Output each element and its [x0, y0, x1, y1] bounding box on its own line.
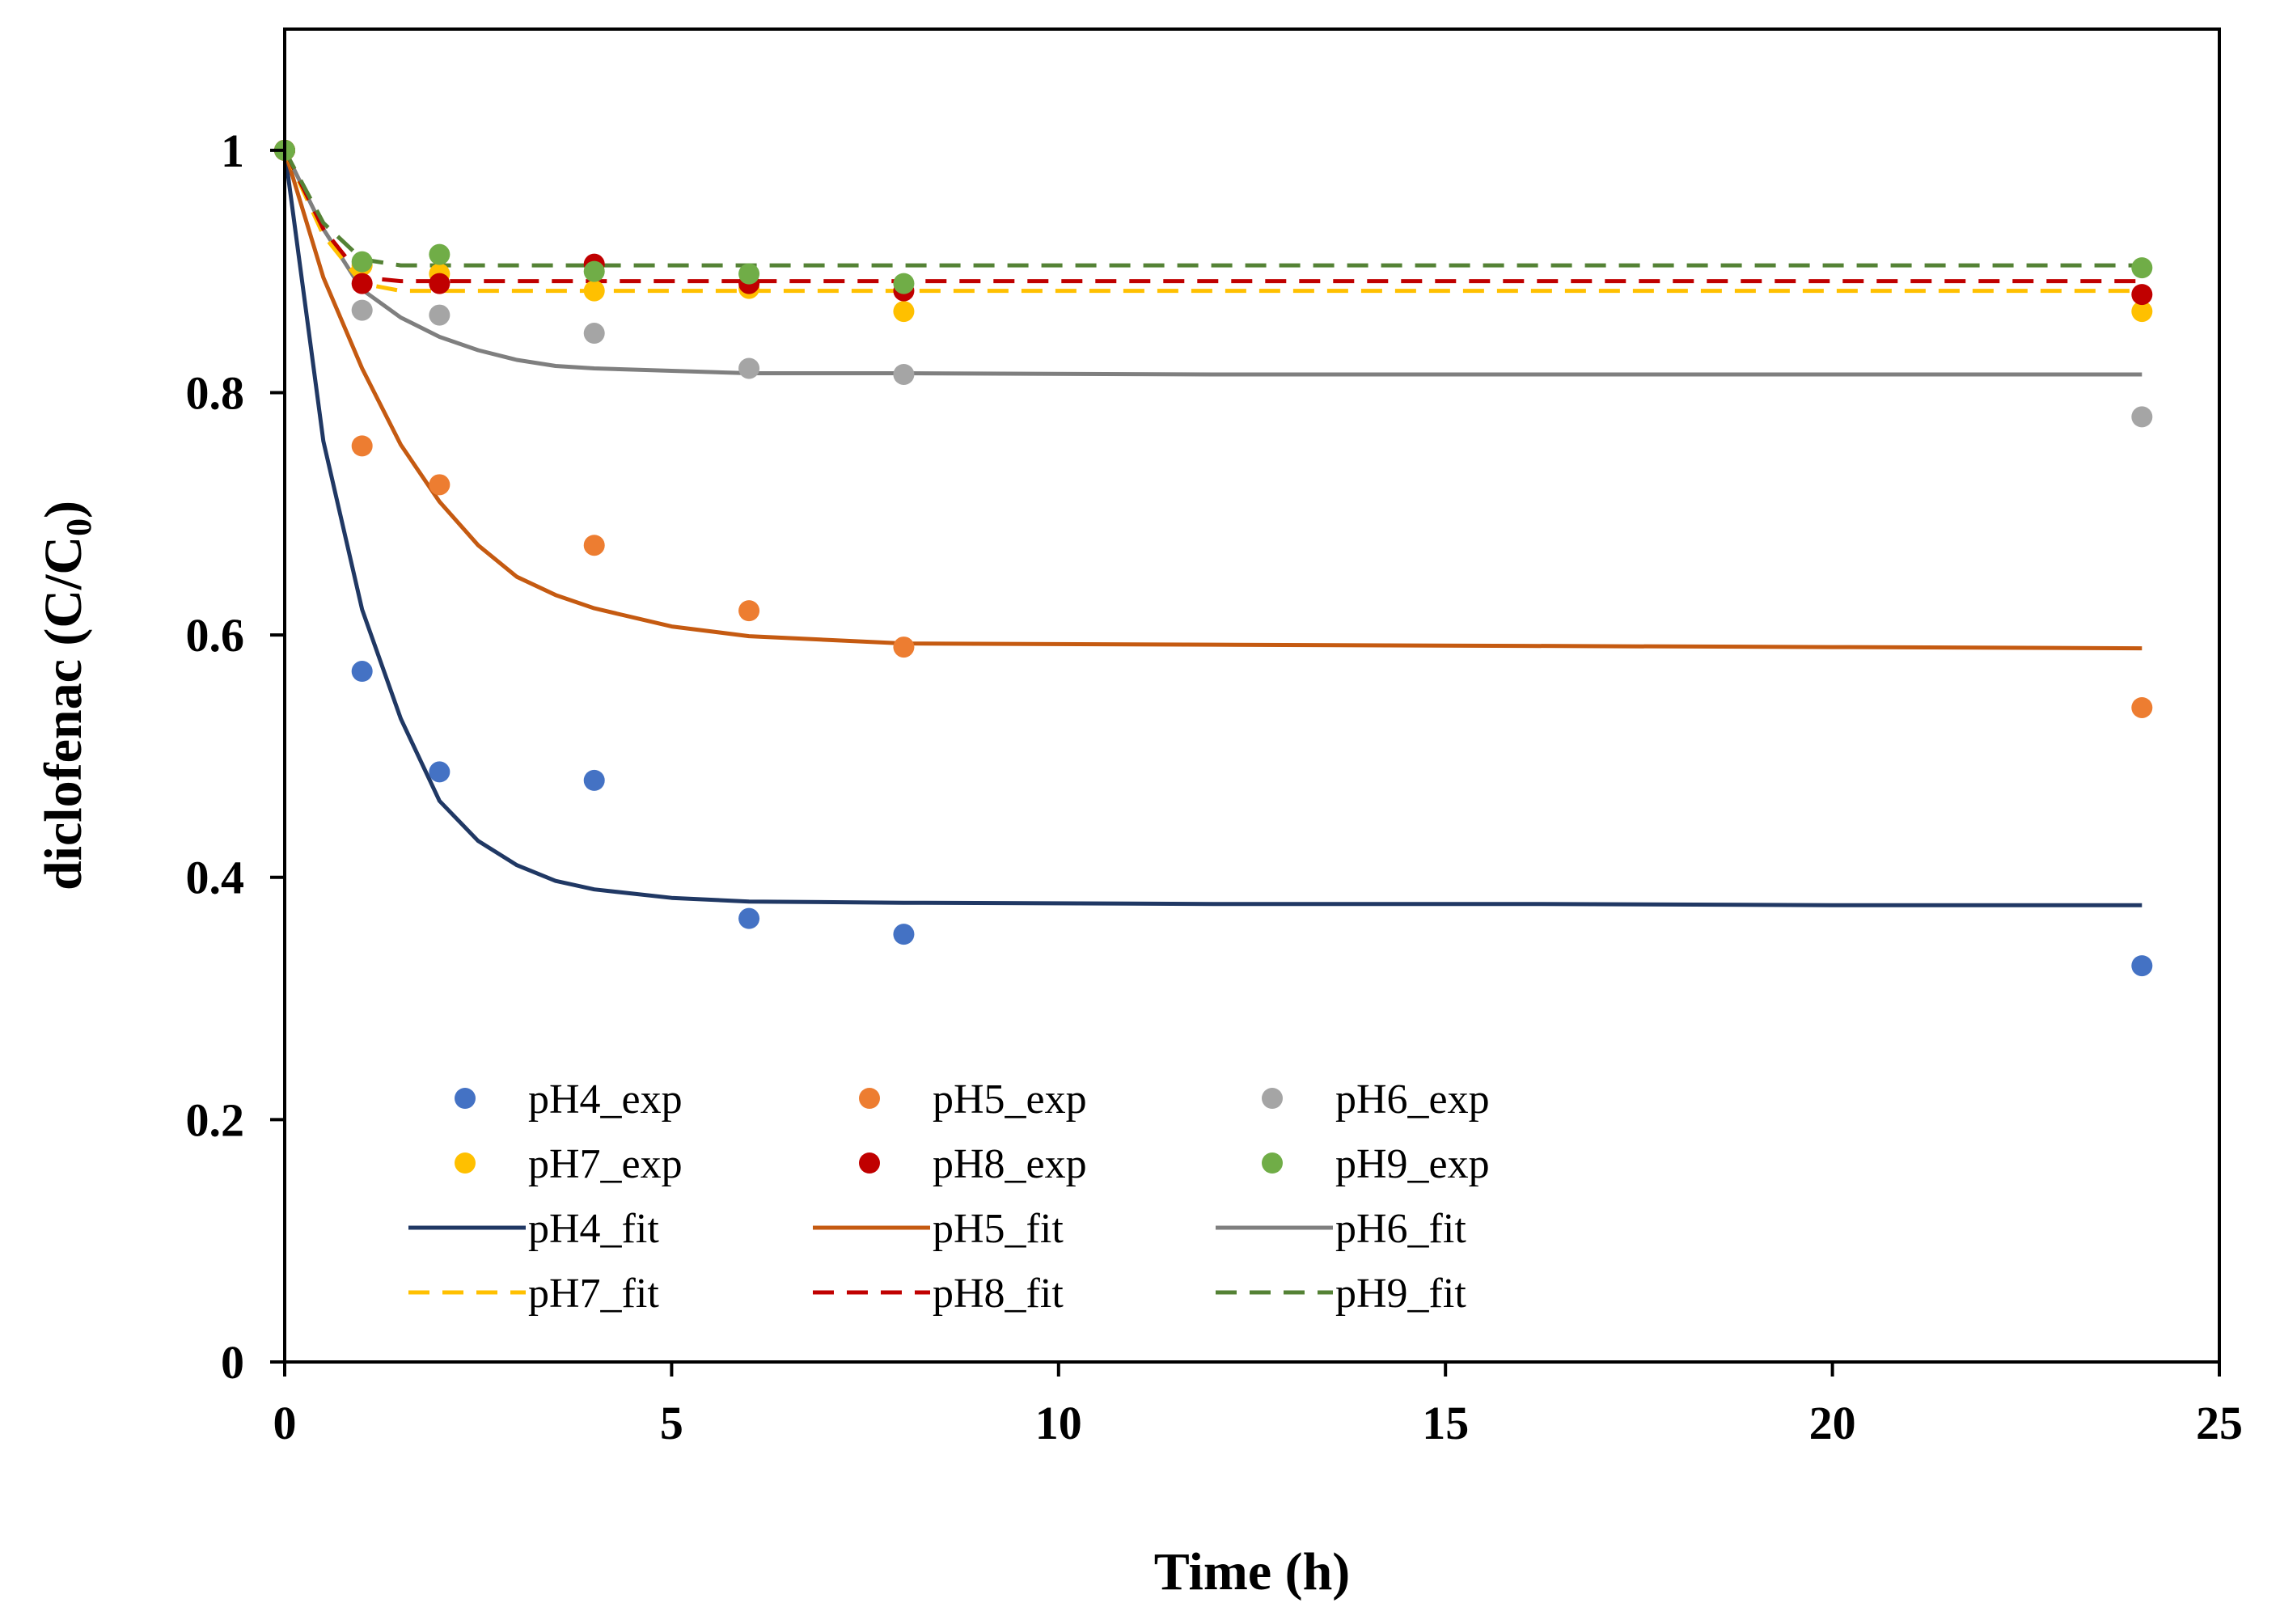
x-tick-label: 25: [2196, 1397, 2243, 1449]
legend-marker-ph6-exp: [1262, 1088, 1283, 1109]
y-axis-title: diclofenac (C/C0): [34, 501, 99, 890]
data-point-ph9-exp: [351, 251, 373, 273]
y-tick-label: 1: [221, 125, 244, 177]
y-tick-label: 0.2: [186, 1093, 245, 1146]
data-point-ph6-exp: [893, 363, 915, 385]
legend-marker-ph8-exp: [859, 1152, 880, 1174]
data-point-ph6-exp: [583, 323, 605, 345]
data-point-ph5-exp: [738, 600, 760, 622]
plot-area-frame: [283, 27, 2221, 1364]
x-axis-title: Time (h): [1154, 1542, 1351, 1601]
data-point-ph6-exp: [2131, 406, 2153, 428]
data-point-ph5-exp: [429, 474, 451, 496]
y-tick-label: 0: [221, 1336, 244, 1389]
data-point-ph9-exp: [429, 243, 451, 265]
data-point-ph4-exp: [738, 907, 760, 929]
data-point-ph6-exp: [429, 304, 451, 326]
y-tick-label: 0.6: [186, 609, 245, 662]
x-tick-label: 20: [1809, 1397, 1856, 1449]
data-point-ph4-exp: [893, 924, 915, 945]
legend-label-ph7-fit: pH7_fit: [528, 1271, 659, 1317]
series-line-ph9-fit: [282, 149, 2143, 268]
legend-label-ph9-fit: pH9_fit: [1335, 1271, 1466, 1317]
legend-label-ph8-exp: pH8_exp: [933, 1141, 1087, 1187]
axis-ticks-layer: [270, 148, 2221, 1377]
series-line-ph5-fit: [282, 150, 2143, 651]
data-point-ph7-exp: [893, 301, 915, 323]
data-point-ph4-exp: [429, 761, 451, 783]
x-tick-label: 0: [273, 1397, 297, 1449]
data-point-ph5-exp: [893, 636, 915, 658]
legend: pH4_exp pH5_exp pH6_exp pH7_exp pH8_exp pH9_e…: [408, 1076, 1490, 1317]
series-line-ph6-fit: [282, 149, 2143, 377]
legend-marker-ph9-exp: [1262, 1152, 1283, 1174]
legend-label-ph6-exp: pH6_exp: [1335, 1076, 1490, 1123]
data-point-ph4-exp: [2131, 955, 2153, 977]
series-line-ph4-fit: [282, 150, 2143, 907]
x-tick-label: 15: [1422, 1397, 1469, 1449]
y-tick-label: 0.8: [186, 366, 245, 419]
data-point-ph8-exp: [429, 273, 451, 294]
data-point-ph9-exp: [583, 260, 605, 282]
data-point-ph5-exp: [583, 535, 605, 556]
data-point-ph9-exp: [893, 273, 915, 294]
data-point-ph9-exp: [738, 263, 760, 285]
legend-marker-ph7-exp: [455, 1152, 476, 1174]
series-line-ph8-fit: [282, 149, 2143, 284]
data-point-ph8-exp: [351, 273, 373, 294]
data-point-ph7-exp: [583, 280, 605, 302]
x-tick-label: 5: [660, 1397, 683, 1449]
legend-label-ph7-exp: pH7_exp: [528, 1141, 683, 1187]
legend-marker-ph4-exp: [455, 1088, 476, 1109]
series-line-ph7-fit: [282, 149, 2143, 294]
data-point-ph5-exp: [2131, 696, 2153, 718]
legend-label-ph8-fit: pH8_fit: [933, 1271, 1064, 1317]
data-point-ph4-exp: [583, 769, 605, 791]
data-point-ph5-exp: [351, 435, 373, 457]
legend-label-ph6-fit: pH6_fit: [1335, 1206, 1466, 1252]
data-points-layer: [274, 139, 2153, 977]
data-point-ph4-exp: [351, 661, 373, 683]
legend-label-ph5-fit: pH5_fit: [933, 1206, 1064, 1252]
data-point-ph9-exp: [2131, 257, 2153, 279]
tick-labels-layer: 0 5 10 15 20 25 0 0.2 0.4 0.6 0.8 1: [186, 125, 2244, 1449]
y-axis-title-main: diclofenac (C/C: [34, 536, 93, 890]
legend-label-ph4-fit: pH4_fit: [528, 1206, 659, 1252]
legend-marker-ph5-exp: [859, 1088, 880, 1109]
legend-label-ph5-exp: pH5_exp: [933, 1076, 1087, 1123]
y-axis-title-close: ): [34, 501, 93, 518]
legend-label-ph4-exp: pH4_exp: [528, 1076, 683, 1123]
data-point-ph6-exp: [738, 357, 760, 379]
fit-lines-layer: [282, 149, 2143, 907]
y-tick-label: 0.4: [186, 852, 245, 904]
legend-label-ph9-exp: pH9_exp: [1335, 1141, 1490, 1187]
y-axis-title-subscript: 0: [59, 518, 99, 536]
data-point-ph8-exp: [2131, 284, 2153, 306]
data-point-ph7-exp: [2131, 301, 2153, 323]
x-tick-label: 10: [1035, 1397, 1082, 1449]
data-point-ph6-exp: [351, 299, 373, 321]
